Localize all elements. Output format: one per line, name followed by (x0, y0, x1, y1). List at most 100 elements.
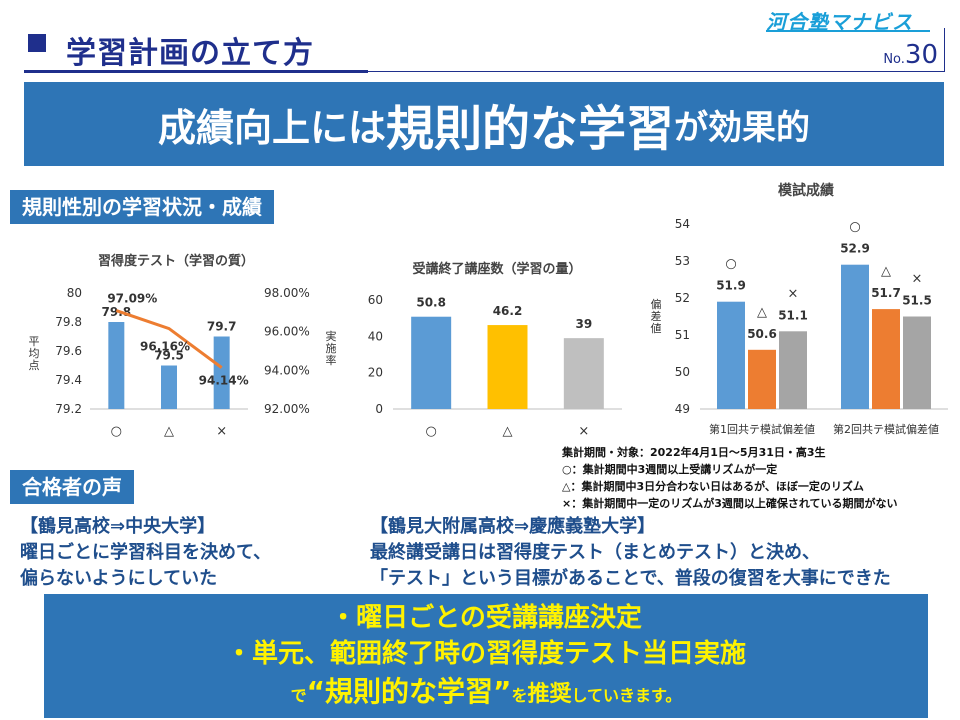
chart1-ytick-label: 79.4 (55, 373, 82, 387)
header-vertical-rule (944, 28, 945, 72)
chart2-bar (411, 316, 452, 409)
chart3-bar (903, 316, 931, 409)
chart1-y2label: 実施率 (326, 329, 337, 367)
chart2-title: 受講終了講座数（学習の量） (412, 261, 581, 277)
chart3-ytick-label: 54 (675, 217, 690, 231)
chart3-bar-label: 51.9 (716, 279, 746, 293)
chart3-bar (748, 349, 776, 409)
chart1-ylabel: 平均点 (29, 335, 40, 372)
chart3-category-label: 第2回共テ模試偏差値 (833, 422, 939, 436)
header-square-icon (28, 34, 46, 52)
chart1-y2tick-label: 92.00% (264, 402, 310, 416)
voice-line: 最終講受講日は習得度テスト（まとめテスト）と決め、 (370, 542, 820, 563)
page-number-value: 30 (904, 40, 938, 70)
chart3-bar-label: 50.6 (747, 327, 777, 341)
banner-text-1: 成績向上には (157, 105, 386, 150)
note-line: 集計期間・対象：2022年4月1日～5月31日・高3生 (562, 446, 826, 459)
chart3-bar (841, 264, 869, 409)
voice-block-1: 【鶴見高校⇒中央大学】 曜日ごとに学習科目を決めて、 偏らないようにしていた (20, 514, 271, 592)
header-rule (368, 71, 944, 72)
chart3-series-marker: ○ (849, 220, 860, 235)
chart3-bar (779, 331, 807, 409)
chart3-bar-label: 52.9 (840, 242, 870, 256)
chart3-ylabel: 偏差値 (651, 297, 662, 335)
chart3-ytick-label: 51 (675, 328, 690, 342)
chart2-bar-label: 39 (575, 317, 592, 331)
note-line: ○：集計期間中3週間以上受講リズムが一定 (562, 463, 778, 476)
chart1-category-label: × (216, 424, 227, 439)
chart-notes: 集計期間・対象：2022年4月1日～5月31日・高3生 ○：集計期間中3週間以上… (562, 444, 898, 512)
chart3-bar (717, 301, 745, 409)
chart1-ytick-label: 79.2 (55, 402, 82, 416)
chart3-bar-label: 51.1 (778, 308, 808, 322)
chart2-bar (563, 338, 604, 409)
voice-title: 【鶴見高校⇒中央大学】 (20, 516, 216, 537)
chart3-bar-label: 51.5 (902, 294, 932, 308)
brand-underline (766, 30, 930, 32)
chart2-bar-label: 46.2 (493, 304, 523, 318)
conclusion-part: を (511, 686, 528, 705)
chart3-title: 模試成績 (778, 182, 834, 199)
conclusion-box: ・曜日ごとの受講講座決定 ・単元、範囲終了時の習得度テスト当日実施 で“規則的な… (44, 594, 928, 718)
chart1-ytick-label: 80 (67, 286, 82, 300)
chart1-y2tick-label: 94.00% (264, 363, 310, 377)
chart3-category-label: 第1回共テ模試偏差値 (709, 422, 815, 436)
chart3-ytick-label: 50 (675, 365, 690, 379)
chart1-line (115, 309, 223, 369)
section-tag-rules: 規則性別の学習状況・成績 (10, 190, 274, 224)
chart2-category-label: △ (503, 424, 513, 439)
page-number-prefix: No. (883, 52, 905, 67)
conclusion-emphasis-2: 推奨 (527, 682, 572, 707)
chart1-y2tick-label: 98.00% (264, 286, 310, 300)
chart3-series-marker: × (788, 286, 799, 301)
chart1-ytick-label: 79.6 (55, 344, 82, 358)
chart3-series-marker: △ (881, 264, 891, 279)
chart3-bar (872, 309, 900, 409)
page-title: 学習計画の立て方 (66, 36, 314, 71)
page-number: No.30 (883, 40, 938, 70)
chart2-bar (487, 325, 528, 409)
header-underline (24, 70, 368, 73)
chart2-category-label: ○ (425, 424, 436, 439)
chart3-series-marker: × (912, 272, 923, 287)
chart1-y2tick-label: 96.00% (264, 325, 310, 339)
conclusion-emphasis: “規則的な学習” (306, 675, 512, 708)
voice-block-2: 【鶴見大附属高校⇒慶應義塾大学】 最終講受講日は習得度テスト（まとめテスト）と決… (370, 514, 891, 592)
voice-title: 【鶴見大附属高校⇒慶應義塾大学】 (370, 516, 656, 537)
voice-line: 「テスト」という目標があることで、普段の復習を大事にできた (370, 568, 891, 589)
chart1-line-label: 94.14% (199, 374, 249, 388)
headline-banner: 成績向上には 規則的な学習 が効果的 (24, 82, 944, 166)
chart1-line-label: 96.16% (140, 340, 190, 354)
chart1-bar (213, 336, 230, 409)
chart1-line-label: 97.09% (107, 292, 157, 306)
chart3-ytick-label: 49 (675, 402, 690, 416)
chart2-ytick-label: 0 (375, 402, 383, 416)
voice-line: 曜日ごとに学習科目を決めて、 (20, 542, 272, 563)
chart3-bar-label: 51.7 (871, 286, 901, 300)
conclusion-line-2: ・単元、範囲終了時の習得度テスト当日実施 (225, 639, 746, 669)
conclusion-line-1: ・曜日ごとの受講講座決定 (330, 603, 642, 633)
banner-text-2: 規則的な学習 (386, 101, 675, 157)
chart1-bar-label: 79.7 (207, 320, 237, 334)
chart3-series-marker: ○ (725, 257, 736, 272)
chart3-ytick-label: 52 (675, 291, 690, 305)
note-line: △：集計期間中3日分合わない日はあるが、ほぼ一定のリズム (562, 480, 864, 493)
chart1-ytick-label: 79.8 (55, 315, 82, 329)
chart1-category-label: △ (164, 424, 174, 439)
chart3-ytick-label: 53 (675, 254, 690, 268)
chart1-bar (161, 365, 177, 409)
conclusion-part: していきます。 (571, 686, 682, 705)
chart2-category-label: × (578, 424, 589, 439)
chart2-bar-label: 50.8 (416, 296, 446, 310)
chart1-bar-label: 79.5 (154, 349, 184, 363)
chart2-ytick-label: 20 (368, 366, 383, 380)
conclusion-part: で (290, 686, 307, 705)
chart3-series-marker: △ (757, 305, 767, 320)
chart1-bar (108, 322, 125, 409)
chart2-ytick-label: 40 (368, 329, 383, 343)
banner-text-3: が効果的 (674, 107, 811, 148)
section-tag-voice: 合格者の声 (10, 470, 134, 504)
voice-line: 偏らないようにしていた (20, 568, 218, 589)
chart1-title: 習得度テスト（学習の質） (98, 253, 254, 269)
